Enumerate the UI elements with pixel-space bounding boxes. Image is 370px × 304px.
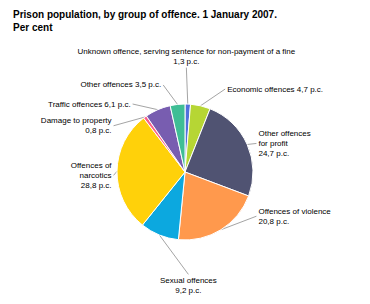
- svg-text:Economic offences 4,7 p.c.: Economic offences 4,7 p.c.: [227, 85, 323, 94]
- svg-text:0,8 p.c.: 0,8 p.c.: [85, 126, 111, 135]
- svg-text:28,8 p.c.: 28,8 p.c.: [81, 181, 112, 190]
- svg-text:narcotics: narcotics: [80, 171, 112, 180]
- svg-text:Offences of: Offences of: [71, 161, 113, 170]
- svg-text:Offences of violence: Offences of violence: [258, 207, 331, 216]
- svg-text:Other offences 3,5 p.c.: Other offences 3,5 p.c.: [80, 80, 161, 89]
- svg-text:1,3 p.c.: 1,3 p.c.: [173, 57, 199, 66]
- svg-text:Unknown offence, serving sente: Unknown offence, serving sentence for no…: [77, 47, 295, 56]
- svg-text:Other offences: Other offences: [258, 129, 310, 138]
- svg-text:20,8 p.c.: 20,8 p.c.: [258, 217, 289, 226]
- svg-text:Sexual offences: Sexual offences: [160, 276, 217, 285]
- svg-text:24,7 p.c.: 24,7 p.c.: [258, 149, 289, 158]
- svg-text:Prison population, by group of: Prison population, by group of offence. …: [13, 9, 277, 20]
- svg-text:9,2 p.c.: 9,2 p.c.: [175, 286, 201, 295]
- svg-text:Traffic offences 6,1 p.c.: Traffic offences 6,1 p.c.: [48, 100, 131, 109]
- svg-text:Damage to property: Damage to property: [41, 116, 112, 125]
- svg-text:for profit: for profit: [258, 139, 288, 148]
- svg-text:Per cent: Per cent: [13, 22, 53, 33]
